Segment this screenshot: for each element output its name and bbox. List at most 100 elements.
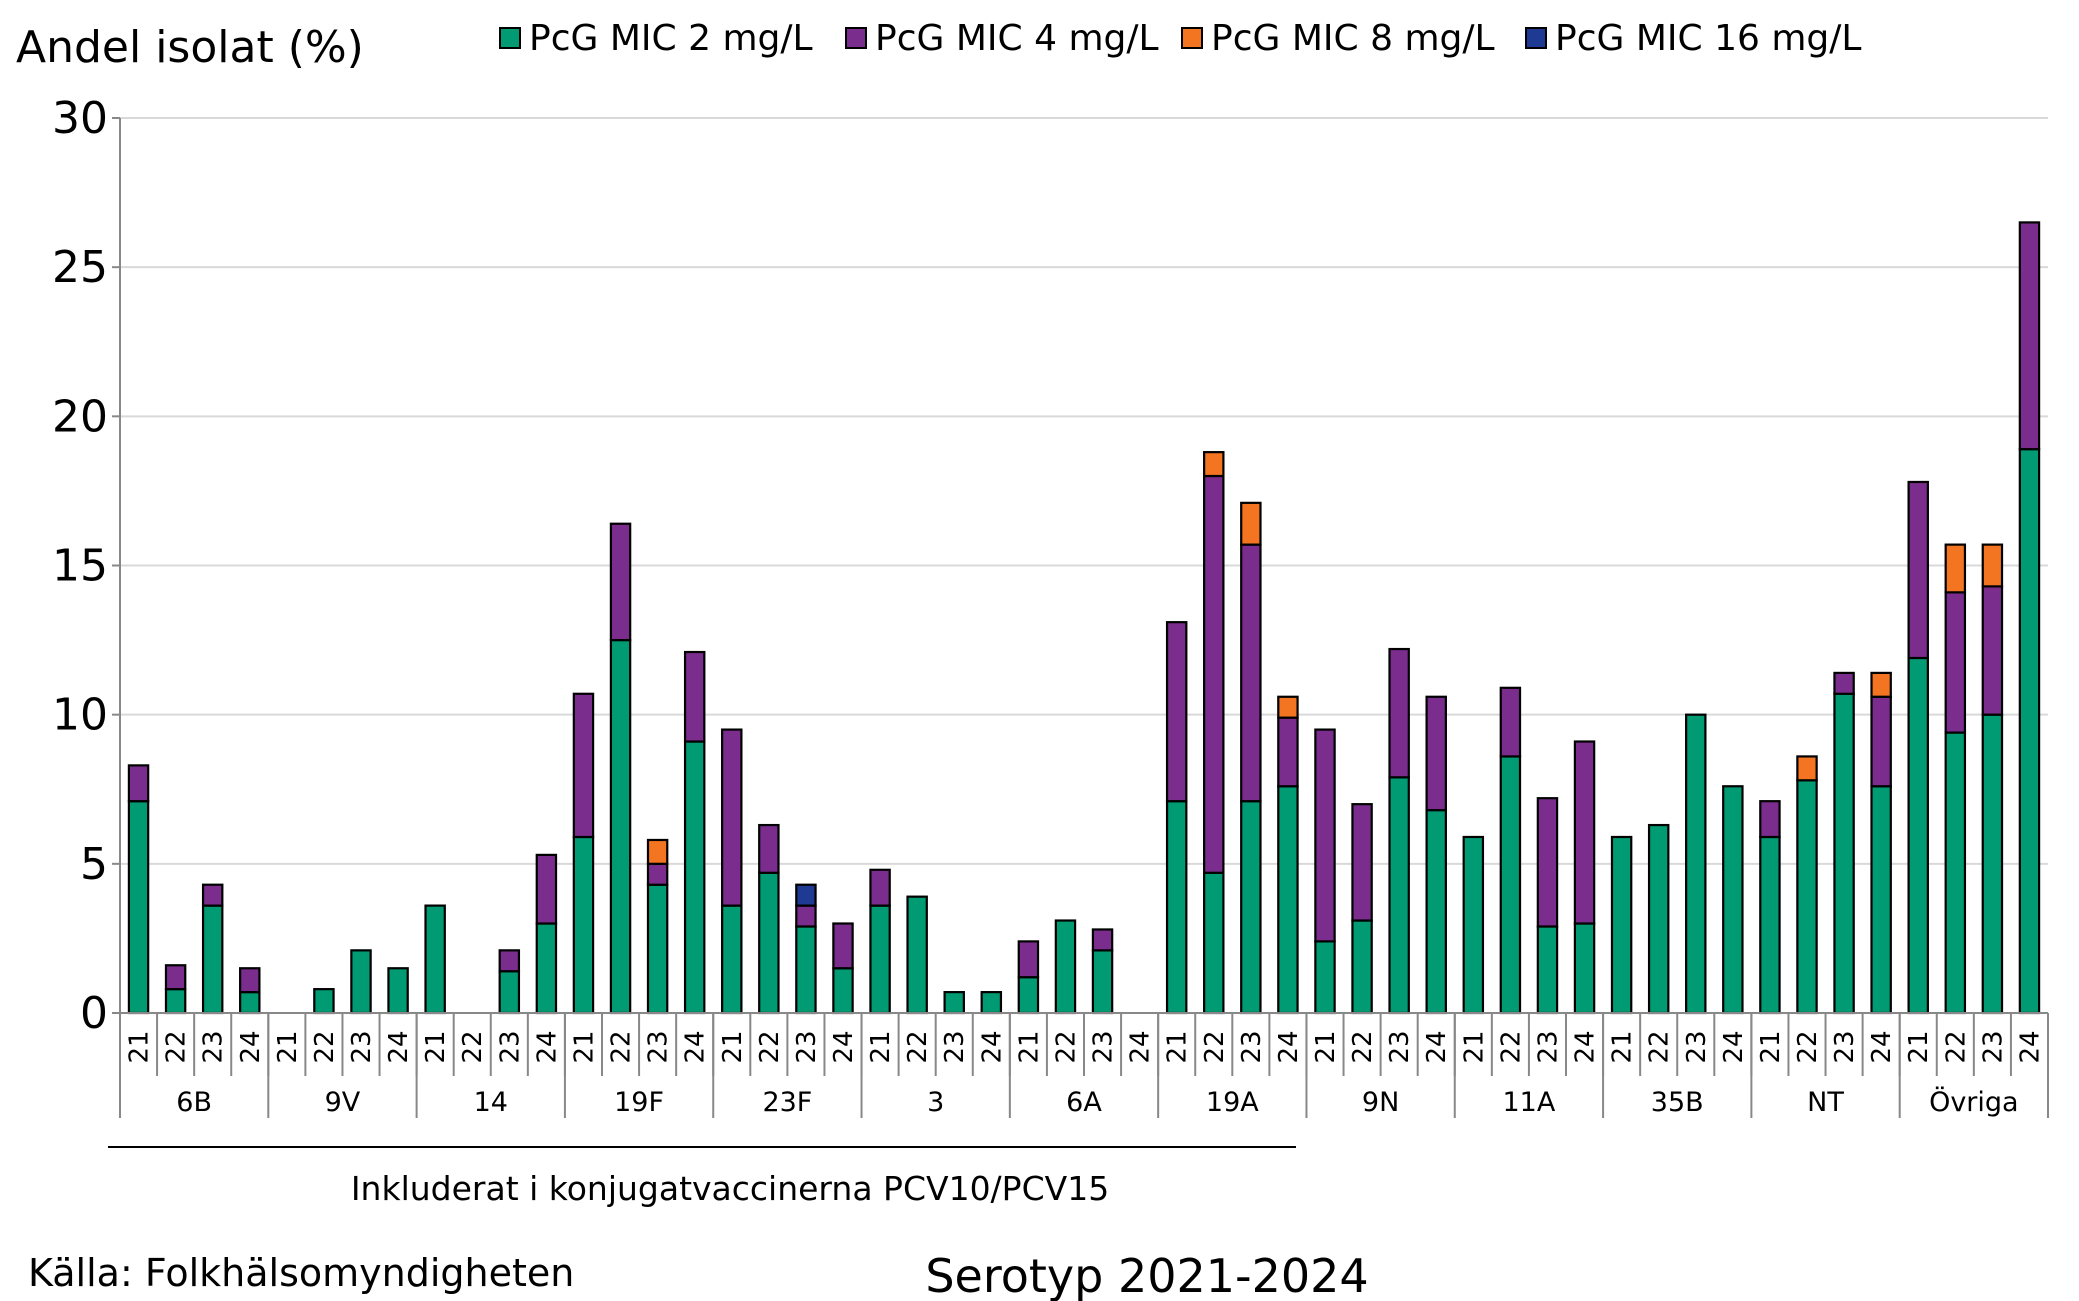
- legend-swatch: [499, 27, 521, 49]
- bar-segment: [832, 967, 854, 1015]
- bar-segment: [1981, 713, 2004, 1015]
- bar-segment: [350, 949, 372, 1015]
- bar-segment: [721, 728, 743, 907]
- x-group-label: 19A: [1206, 1087, 1259, 1118]
- bar-segment: [1165, 800, 1188, 1015]
- x-year-label: 22: [1200, 1030, 1230, 1063]
- bar-segment: [313, 988, 335, 1015]
- bar-segment: [1314, 728, 1336, 943]
- x-year-label: 22: [607, 1030, 637, 1063]
- bar-segment: [1759, 800, 1781, 839]
- x-year-label: 24: [1422, 1030, 1452, 1063]
- bar-segment: [1425, 809, 1447, 1015]
- x-year-label: 23: [1533, 1030, 1563, 1063]
- bar-segment: [535, 853, 558, 925]
- y-tick-label: 20: [52, 391, 108, 442]
- bar-segment: [2018, 221, 2041, 451]
- x-year-label: 22: [162, 1030, 192, 1063]
- x-axis-title: Serotyp 2021-2024: [925, 1249, 1368, 1301]
- bar-segment: [869, 868, 891, 907]
- x-year-label: 21: [1608, 1030, 1638, 1063]
- bar-segment: [795, 925, 817, 1015]
- bar-segment: [1017, 940, 1040, 979]
- x-year-label: 21: [718, 1030, 748, 1063]
- bar-segment: [609, 638, 632, 1015]
- bar-segment: [498, 949, 521, 973]
- bar-segment: [1351, 803, 1373, 922]
- bar-segment: [535, 922, 558, 1015]
- y-tick-label: 5: [80, 839, 108, 890]
- bar-segment: [832, 922, 854, 970]
- bar-segment: [1796, 755, 1818, 782]
- bar-segment: [201, 904, 224, 1015]
- x-year-label: 21: [866, 1030, 896, 1063]
- bar-segment: [1944, 731, 1967, 1015]
- x-group-label: 11A: [1503, 1087, 1556, 1118]
- bar-segment: [1203, 871, 1225, 1015]
- bar-segment: [758, 823, 780, 874]
- x-year-label: 22: [1348, 1030, 1378, 1063]
- bar-segment: [1240, 501, 1262, 546]
- bar-segment: [869, 904, 891, 1015]
- x-year-label: 24: [1126, 1030, 1156, 1063]
- x-year-label: 21: [1904, 1030, 1934, 1063]
- x-year-label: 21: [1459, 1030, 1489, 1063]
- bar-segment: [1091, 949, 1114, 1015]
- bar-segment: [1573, 740, 1596, 925]
- y-tick-label: 25: [52, 242, 108, 293]
- x-year-label: 21: [1014, 1030, 1044, 1063]
- x-group-label: 9N: [1362, 1087, 1399, 1118]
- bar-segment: [1499, 755, 1522, 1015]
- legend: PcG MIC 2 mg/L PcG MIC 4 mg/L PcG MIC 8 mg…: [499, 18, 1861, 59]
- bar-segment: [1833, 692, 1855, 1015]
- x-year-label: 21: [125, 1030, 155, 1063]
- bar-segment: [1907, 480, 1929, 660]
- bar-segment: [1573, 922, 1596, 1015]
- bar-segment: [1054, 919, 1077, 1015]
- x-year-label: 22: [1051, 1030, 1081, 1063]
- axes-layer: [112, 117, 2049, 1118]
- x-year-label: 24: [829, 1030, 859, 1063]
- x-year-label: 23: [1089, 1030, 1119, 1063]
- vaccine-bracket-note: Inkluderat i konjugatvaccinerna PCV10/PC…: [351, 1169, 1109, 1208]
- legend-label: PcG MIC 2 mg/L: [529, 18, 813, 59]
- bar-segment: [795, 883, 817, 907]
- bar-segment: [1240, 800, 1262, 1015]
- bar-segment: [1017, 976, 1040, 1015]
- x-group-label: Övriga: [1929, 1086, 2019, 1118]
- x-year-label: 24: [977, 1030, 1007, 1063]
- legend-label: PcG MIC 8 mg/L: [1211, 18, 1495, 59]
- x-year-label: 23: [792, 1030, 822, 1063]
- x-year-label: 21: [569, 1030, 599, 1063]
- bar-segment: [1981, 543, 2004, 588]
- bar-segment: [1796, 779, 1818, 1015]
- bar-segment: [1647, 823, 1670, 1015]
- x-year-label: 23: [199, 1030, 229, 1063]
- x-year-label: 22: [755, 1030, 785, 1063]
- x-year-label: 24: [2015, 1030, 2045, 1063]
- y-tick-label: 30: [52, 93, 108, 144]
- bar-segment: [498, 970, 521, 1015]
- x-year-label: 22: [1496, 1030, 1526, 1063]
- gridlines: [120, 117, 2048, 865]
- bar-segment: [1981, 585, 2004, 716]
- y-axis-title: Andel isolat (%): [16, 22, 364, 73]
- x-group-label: 19F: [614, 1087, 664, 1118]
- x-year-label: 22: [1793, 1030, 1823, 1063]
- x-group-label: 6B: [176, 1087, 212, 1118]
- bar-segment: [127, 800, 150, 1015]
- x-year-label: 24: [681, 1030, 711, 1063]
- x-year-label: 24: [236, 1030, 266, 1063]
- bar-segment: [1944, 543, 1967, 594]
- bar-segment: [683, 650, 706, 743]
- bar-segment: [1165, 621, 1188, 803]
- x-group-label: 23F: [762, 1087, 812, 1118]
- bar-segment: [1870, 785, 1892, 1015]
- bars-layer: [127, 221, 2041, 1015]
- bar-segment: [1277, 785, 1299, 1015]
- bar-segment: [646, 838, 669, 865]
- x-year-label: 24: [1571, 1030, 1601, 1063]
- bar-segment: [1277, 695, 1299, 719]
- bar-segment: [1240, 543, 1262, 803]
- bar-segment: [1351, 919, 1373, 1015]
